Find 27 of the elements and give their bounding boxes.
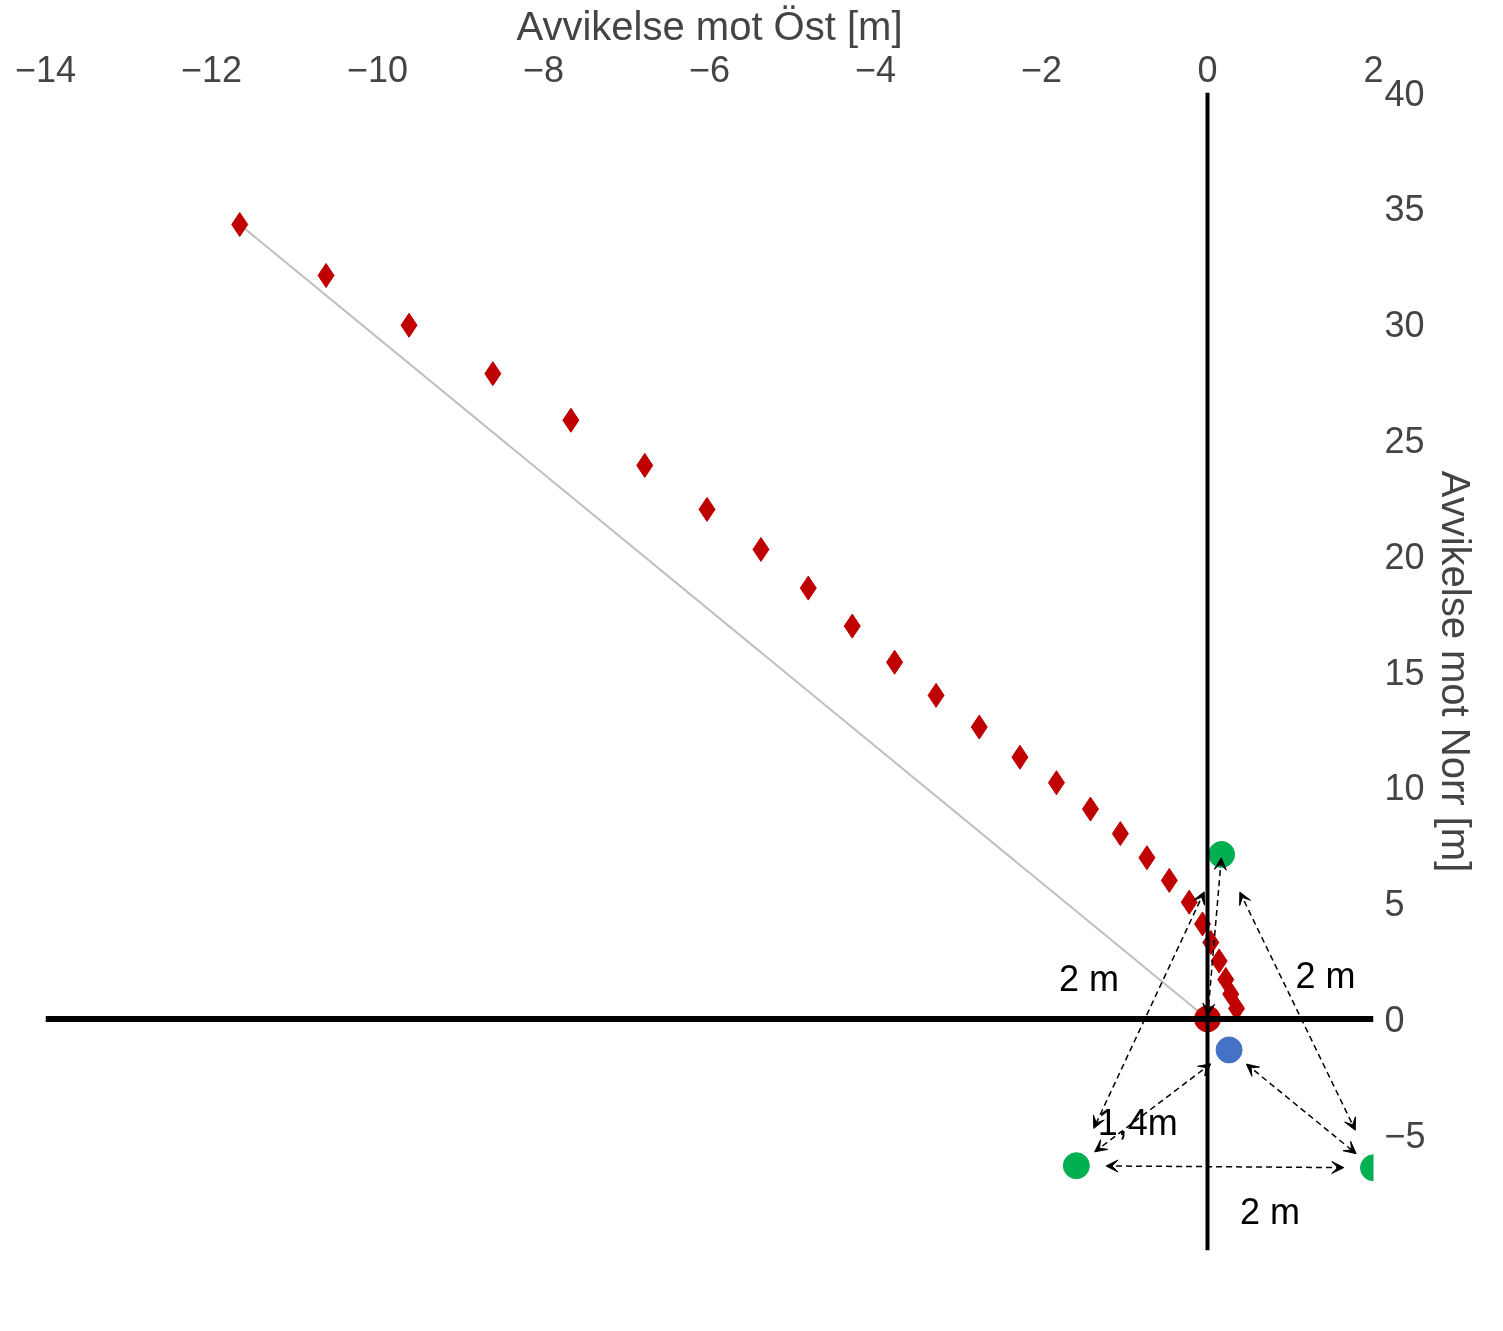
point [1062,1152,1090,1180]
x-axis-title: Avvikelse mot Öst [m] [516,3,903,48]
y-tick-label: 15 [1384,651,1425,693]
annotation: 2 m [1295,954,1356,996]
y-tick-label: 0 [1384,998,1405,1040]
x-tick-label: −2 [1020,48,1063,90]
y-tick-label: 30 [1384,304,1425,346]
annotation: 2 m [1239,1191,1300,1233]
x-tick-label: −12 [180,48,243,90]
y-tick-label: 20 [1384,535,1425,577]
y-tick-label: 10 [1384,767,1425,809]
x-tick-label: −10 [346,48,409,90]
y-tick-label: 35 [1384,188,1425,230]
x-tick-label: −6 [688,48,731,90]
y-tick-label: 5 [1384,883,1405,925]
x-tick-label: −14 [14,48,77,90]
x-tick-label: −8 [522,48,565,90]
annotation: 2 m [1058,957,1119,999]
x-tick-label: 0 [1197,48,1218,90]
annotation: 1,4m [1097,1102,1178,1144]
x-tick-label: −4 [854,48,897,90]
x-tick-label: 2 [1363,48,1384,90]
y-tick-label: 25 [1384,419,1425,461]
point [1215,1036,1243,1064]
y-tick-label: 40 [1384,72,1425,114]
y-tick-label: −5 [1384,1114,1426,1156]
y-axis-title: Avvikelse mot Norr [m] [1433,470,1478,873]
